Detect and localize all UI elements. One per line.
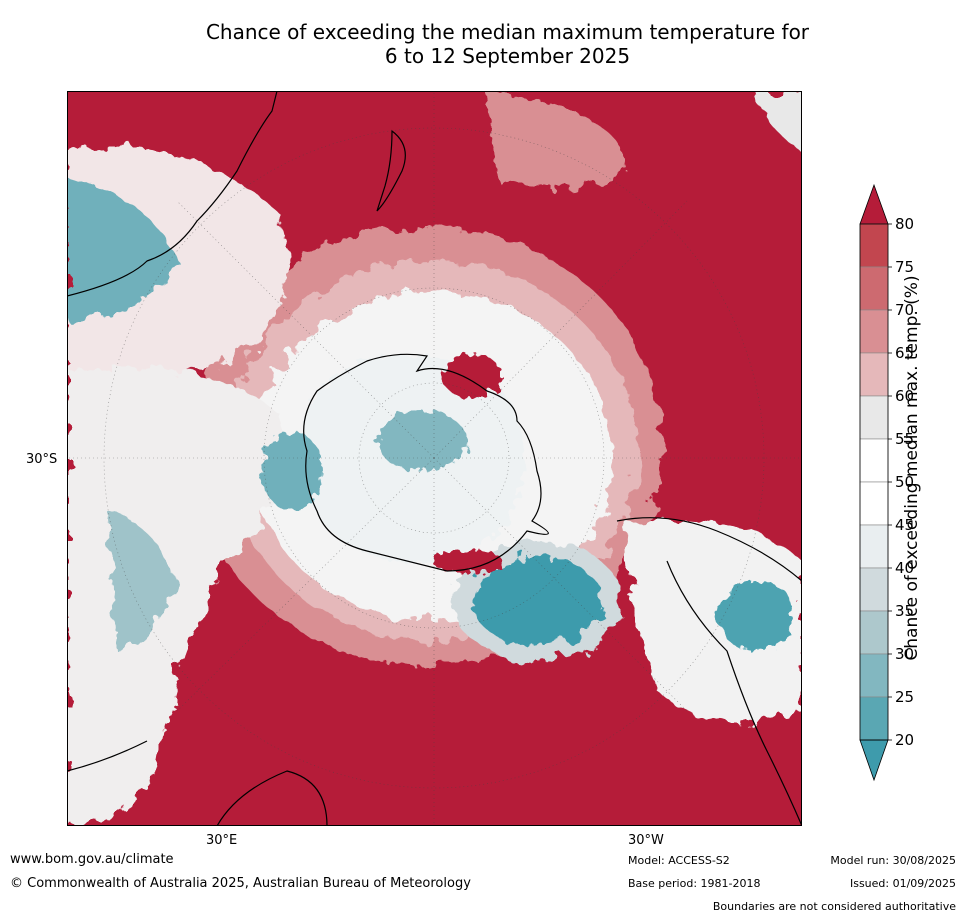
colorbar-title: Chance of exceeding median max. temp. (%… (902, 275, 922, 661)
map-svg (67, 91, 802, 826)
colorbar-box (859, 653, 889, 698)
colorbar-box (859, 524, 889, 569)
colorbar-box (859, 223, 889, 268)
colorbar-tick-label: 50 (895, 473, 914, 491)
colorbar-extend-top (859, 183, 889, 225)
lat-label-30s: 30°S (26, 452, 58, 467)
antarctica-blue-center (377, 411, 467, 471)
colorbar: 80 75 70 65 60 55 50 45 40 35 30 25 20 (855, 180, 945, 789)
region-northeast-light (757, 91, 802, 151)
footer-disclaimer: Boundaries are not considered authoritat… (712, 900, 956, 913)
colorbar-tick-label: 55 (895, 430, 914, 448)
lon-label-30w: 30°W (628, 833, 664, 848)
atlantic-blue-inner (472, 556, 602, 646)
region-north-center-light (487, 91, 627, 189)
footer-model-run: Model run: 30/08/2025 (830, 854, 956, 867)
title-line-1: Chance of exceeding the median maximum t… (205, 20, 810, 44)
colorbar-tick-label: 60 (895, 387, 914, 405)
colorbar-box (859, 481, 889, 526)
colorbar-tick-label: 25 (895, 688, 914, 706)
region-west-blue (107, 511, 177, 651)
colorbar-box (859, 438, 889, 483)
footer-url[interactable]: www.bom.gov.au/climate (10, 852, 174, 867)
colorbar-box (859, 610, 889, 655)
colorbar-tick-label: 65 (895, 344, 914, 362)
footer-copyright: © Commonwealth of Australia 2025, Austra… (10, 876, 471, 891)
colorbar-tick-label: 40 (895, 559, 914, 577)
map-border (67, 91, 802, 826)
colorbar-tick-label: 75 (895, 258, 914, 276)
region-northwest-blue (67, 181, 177, 321)
colorbar-svg: 80 75 70 65 60 55 50 45 40 35 30 25 20 (859, 183, 914, 782)
colorbar-tick-label: 45 (895, 516, 914, 534)
antarctica-blue-west (262, 431, 322, 511)
footer-model: Model: ACCESS-S2 (628, 854, 730, 867)
colorbar-tick-label: 20 (895, 731, 914, 749)
colorbar-box (859, 696, 889, 741)
new-zealand-coast (376, 129, 406, 212)
colorbar-box (859, 309, 889, 354)
colorbar-tick-label: 80 (895, 215, 914, 233)
australia-coast (67, 91, 278, 297)
chart-title: Chance of exceeding the median maximum t… (0, 20, 965, 68)
footer-base-period: Base period: 1981-2018 (628, 877, 761, 890)
antarctica-coast (303, 353, 549, 572)
coastlines (67, 91, 802, 826)
lon-label-30e: 30°E (206, 833, 238, 848)
antarctica-red-patch (442, 354, 502, 398)
colorbar-box (859, 266, 889, 311)
south-america-coast (616, 517, 802, 826)
colorbar-box (859, 352, 889, 397)
south-america-blue (717, 581, 797, 651)
colorbar-extend-bottom (859, 739, 889, 782)
graticule (67, 91, 802, 826)
antarctica-red-tail (432, 549, 502, 573)
africa-coast (67, 740, 328, 826)
colorbar-box (859, 567, 889, 612)
map-panel[interactable] (67, 91, 802, 826)
footer-issued: Issued: 01/09/2025 (849, 877, 956, 890)
colorbar-tick-label: 70 (895, 301, 914, 319)
colorbar-box (859, 395, 889, 440)
colorbar-tick-label: 30 (895, 645, 914, 663)
colorbar-tick-label: 35 (895, 602, 914, 620)
title-line-2: 6 to 12 September 2025 (384, 44, 631, 68)
